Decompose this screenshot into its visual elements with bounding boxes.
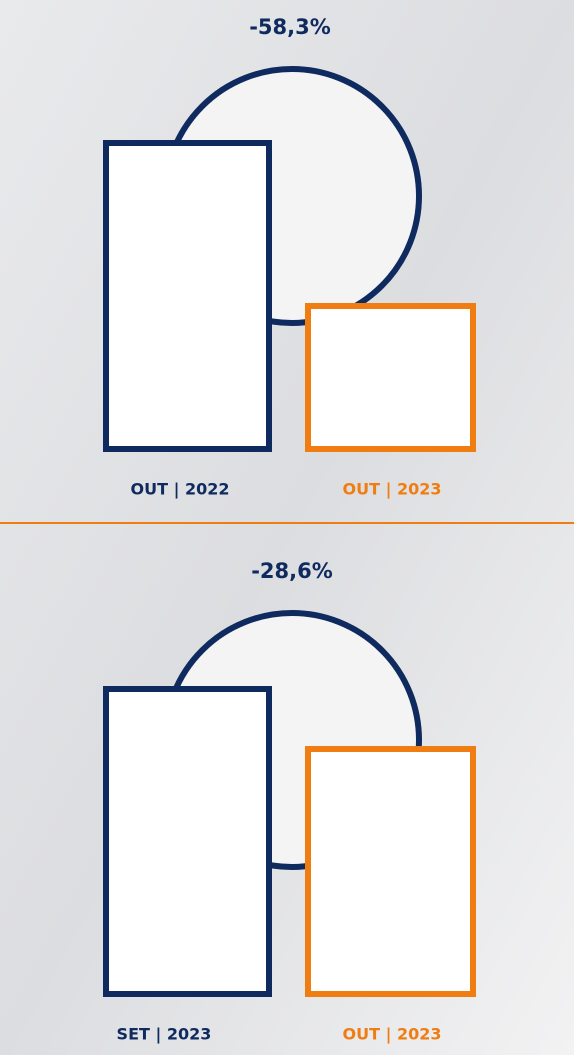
change-label: -28,6% bbox=[251, 559, 333, 583]
bar-label: OUT | 2023 bbox=[342, 1025, 441, 1045]
page: -58,3% OUT | 2022 OUT | 2023 -28,6% SET … bbox=[0, 0, 574, 1055]
bar-label: SET | 2023 bbox=[117, 1025, 212, 1045]
bar-previous bbox=[106, 689, 269, 994]
bar-label: OUT | 2022 bbox=[130, 480, 229, 500]
bar-current bbox=[308, 749, 473, 994]
infographic: -58,3% OUT | 2022 OUT | 2023 -28,6% SET … bbox=[0, 0, 574, 1055]
bar-current bbox=[308, 306, 473, 449]
bar-previous bbox=[106, 143, 269, 449]
change-label: -58,3% bbox=[249, 15, 331, 39]
bar-label: OUT | 2023 bbox=[342, 480, 441, 500]
